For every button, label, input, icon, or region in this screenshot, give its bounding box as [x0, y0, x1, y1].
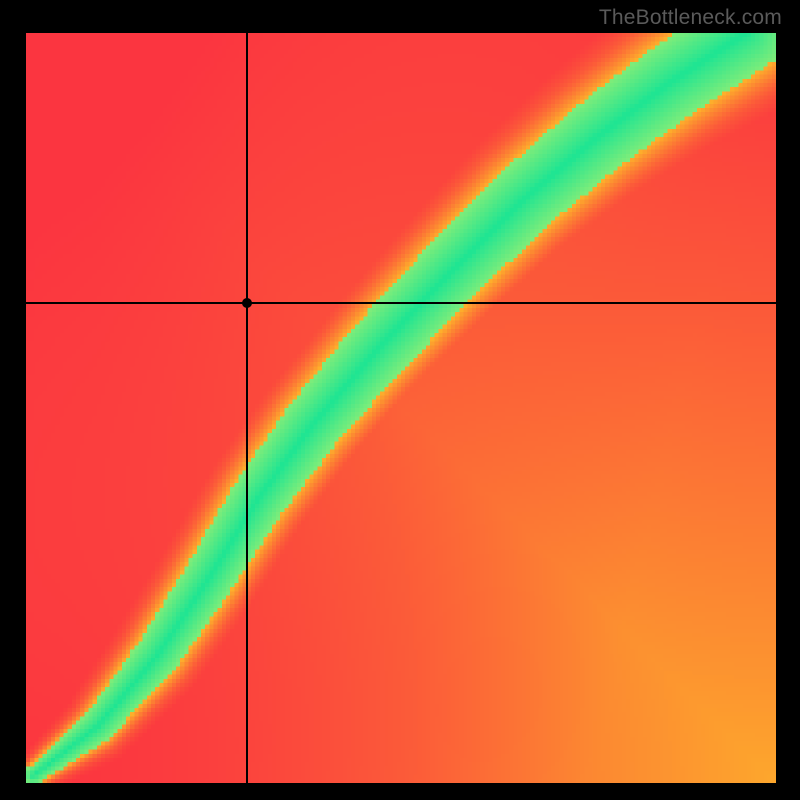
root-container: TheBottleneck.com — [0, 0, 800, 800]
watermark-text: TheBottleneck.com — [599, 6, 782, 30]
heatmap-plot — [26, 33, 776, 783]
crosshair-horizontal — [26, 302, 776, 304]
heatmap-canvas — [26, 33, 776, 783]
crosshair-vertical — [246, 33, 248, 783]
